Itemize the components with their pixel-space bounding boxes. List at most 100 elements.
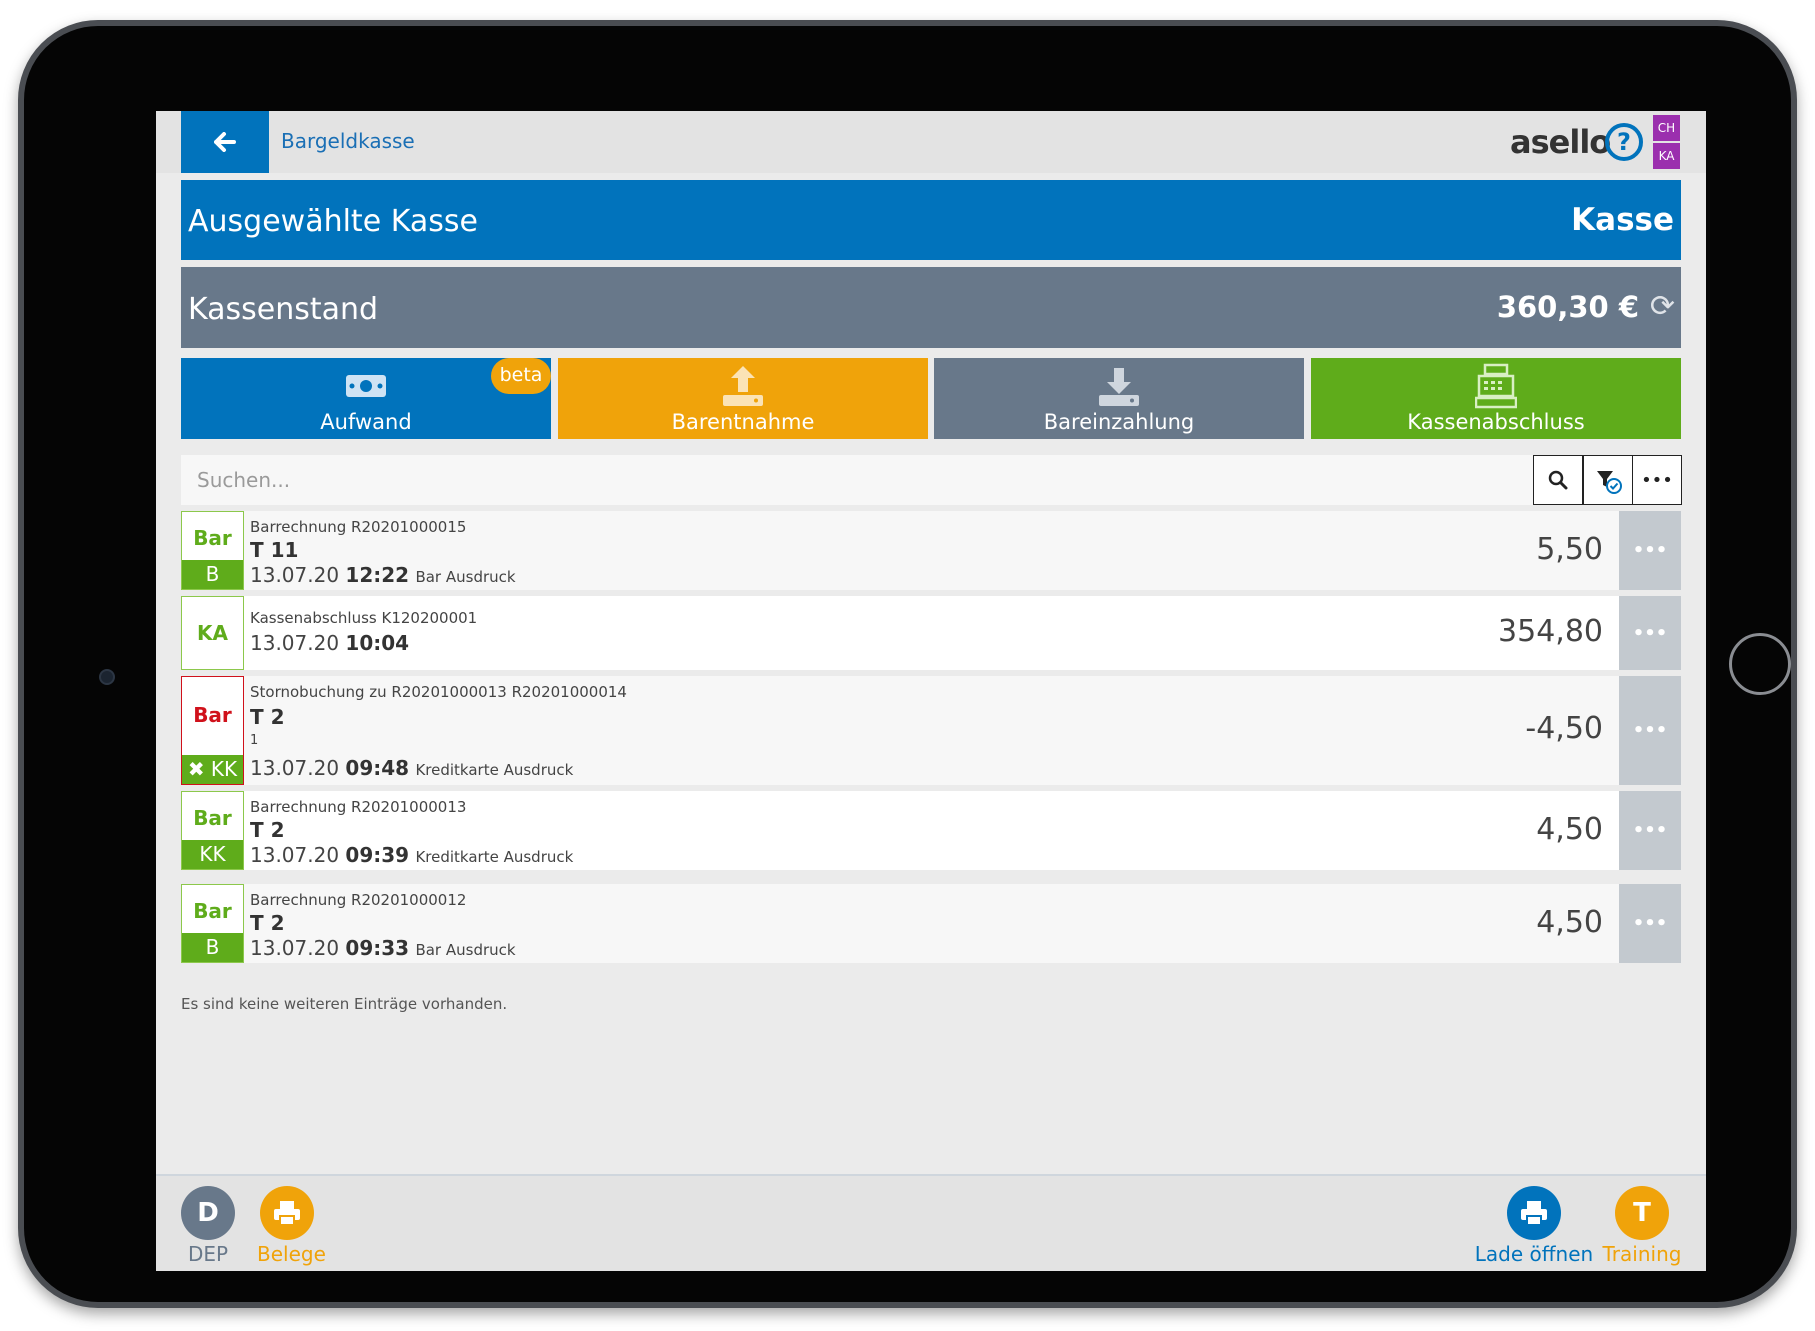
kassenabschluss-label: Kassenabschluss [1407, 410, 1585, 434]
more-icon: ••• [1632, 622, 1668, 644]
transaction-info: Bar Ausdruck [415, 568, 516, 586]
transaction-date: 13.07.20 [250, 631, 340, 655]
transaction-title: Barrechnung R20201000015 [250, 518, 467, 536]
belege-button[interactable]: Belege [257, 1176, 326, 1266]
transaction-date: 13.07.20 [250, 563, 340, 587]
list-end-text: Es sind keine weiteren Einträge vorhande… [181, 995, 508, 1013]
refresh-icon[interactable]: ⟳ [1649, 289, 1675, 324]
tag-label: Bar [193, 703, 232, 727]
training-icon: T [1615, 1186, 1669, 1240]
tag-sublabel: B [182, 560, 243, 589]
transaction-time: 09:33 [345, 936, 410, 960]
training-label: Training [1602, 1242, 1682, 1266]
transaction-title: Barrechnung R20201000012 [250, 891, 467, 909]
transaction-row[interactable]: Bar KK Barrechnung R20201000013 T 2 13.0… [181, 791, 1681, 870]
cash-balance-value: 360,30 € [1496, 290, 1639, 324]
more-icon: ••• [1632, 720, 1668, 741]
transaction-title: Stornobuchung zu R20201000013 R202010000… [250, 683, 627, 701]
transaction-row[interactable]: Bar ✖ KK Stornobuchung zu R20201000013 R… [181, 676, 1681, 785]
search-bar: ••• [181, 455, 1682, 505]
cash-balance-bar: Kassenstand 360,30 € ⟳ [181, 267, 1681, 348]
transaction-row[interactable]: Bar B Barrechnung R20201000012 T 2 13.07… [181, 884, 1681, 963]
breadcrumb[interactable]: Bargeldkasse [281, 129, 415, 153]
transaction-amount: 4,50 [1536, 905, 1603, 940]
transaction-extra: 1 [250, 733, 259, 748]
selected-register-bar[interactable]: Ausgewählte Kasse Kasse [181, 180, 1681, 260]
tag-label: KA [197, 621, 228, 645]
row-more-button[interactable]: ••• [1619, 596, 1681, 670]
app-screen: Bargeldkasse asello ? CH KA Ausgewählte … [156, 111, 1706, 1271]
tablet-frame: Bargeldkasse asello ? CH KA Ausgewählte … [18, 20, 1797, 1308]
more-icon: ••• [1641, 469, 1673, 491]
badge-ch[interactable]: CH [1653, 115, 1680, 141]
transaction-amount: 4,50 [1536, 812, 1603, 847]
dep-button[interactable]: D DEP [181, 1176, 235, 1266]
arrow-left-icon [214, 132, 236, 152]
belege-label: Belege [257, 1242, 326, 1266]
row-more-button[interactable]: ••• [1619, 791, 1681, 870]
bottom-bar: D DEP Belege [156, 1174, 1706, 1271]
search-button[interactable] [1533, 455, 1583, 505]
transaction-row[interactable]: Bar B Barrechnung R20201000015 T 11 13.0… [181, 511, 1681, 590]
transaction-info: Kreditkarte Ausdruck [415, 848, 574, 866]
row-more-button[interactable]: ••• [1619, 676, 1681, 785]
barentnahme-label: Barentnahme [671, 410, 815, 434]
transaction-table: T 2 [250, 911, 285, 935]
row-more-button[interactable]: ••• [1619, 884, 1681, 963]
bareinzahlung-button[interactable]: Bareinzahlung [934, 358, 1304, 439]
upload-icon [723, 366, 763, 406]
transaction-meta: 13.07.20 09:48 Kreditkarte Ausdruck [250, 756, 573, 780]
transaction-info: Bar Ausdruck [415, 941, 516, 959]
beta-badge: beta [491, 358, 551, 394]
search-icon [1548, 470, 1568, 490]
more-icon: ••• [1632, 540, 1668, 561]
transaction-meta: 13.07.20 09:39 Kreditkarte Ausdruck [250, 843, 573, 867]
transaction-time: 09:39 [345, 843, 410, 867]
tag-label: Bar [193, 526, 232, 550]
selected-register-label: Ausgewählte Kasse [188, 204, 478, 239]
transaction-meta: 13.07.20 10:04 [250, 631, 409, 655]
kassenabschluss-button[interactable]: Kassenabschluss [1311, 358, 1681, 439]
barentnahme-button[interactable]: Barentnahme [558, 358, 928, 439]
selected-register-value: Kasse [1571, 202, 1674, 238]
cash-balance-label: Kassenstand [188, 292, 379, 327]
top-bar: Bargeldkasse asello ? CH KA [156, 111, 1706, 173]
download-icon [1099, 368, 1139, 406]
transaction-row[interactable]: KA Kassenabschluss K120200001 13.07.20 1… [181, 596, 1681, 670]
transaction-title: Kassenabschluss K120200001 [250, 609, 478, 627]
filter-icon [1597, 471, 1622, 494]
tag-sublabel: ✖ KK [182, 755, 243, 784]
filter-button[interactable] [1583, 455, 1633, 505]
transaction-date: 13.07.20 [250, 936, 340, 960]
transaction-tag: KA [181, 596, 244, 670]
transaction-tag: Bar ✖ KK [181, 676, 244, 785]
tag-label: Bar [193, 899, 232, 923]
printer-icon [260, 1186, 314, 1240]
tag-sublabel: KK [182, 840, 243, 869]
training-button[interactable]: T Training [1602, 1176, 1682, 1266]
row-more-button[interactable]: ••• [1619, 511, 1681, 590]
transaction-tag: Bar B [181, 884, 244, 963]
transaction-meta: 13.07.20 09:33 Bar Ausdruck [250, 936, 516, 960]
transaction-title: Barrechnung R20201000013 [250, 798, 467, 816]
tag-sublabel: B [182, 933, 243, 962]
transaction-time: 09:48 [345, 756, 410, 780]
camera-icon [99, 669, 115, 685]
home-button[interactable] [1729, 633, 1791, 695]
back-button[interactable] [181, 111, 269, 173]
search-input[interactable] [181, 455, 1531, 505]
question-icon[interactable]: ? [1605, 123, 1643, 161]
tag-label: Bar [193, 806, 232, 830]
cash-register-icon [1475, 363, 1517, 409]
open-drawer-button[interactable]: Lade öffnen [1474, 1176, 1594, 1266]
more-icon: ••• [1632, 913, 1668, 934]
more-icon: ••• [1632, 820, 1668, 841]
transaction-meta: 13.07.20 12:22 Bar Ausdruck [250, 563, 516, 587]
transaction-amount: 354,80 [1498, 614, 1603, 649]
transaction-info: Kreditkarte Ausdruck [415, 761, 574, 779]
more-button[interactable]: ••• [1632, 455, 1682, 505]
aufwand-button[interactable]: Aufwand beta [181, 358, 551, 439]
transaction-table: T 2 [250, 818, 285, 842]
badge-ka[interactable]: KA [1653, 143, 1680, 169]
transaction-time: 10:04 [345, 631, 410, 655]
